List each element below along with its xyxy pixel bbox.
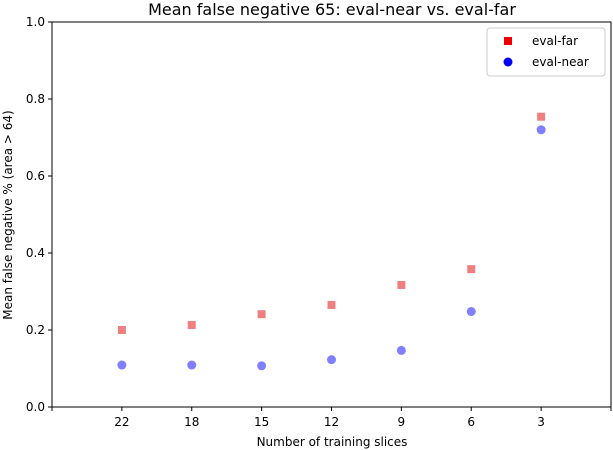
x-tick-label: 22 xyxy=(114,415,129,429)
point-eval-near xyxy=(536,125,546,135)
chart-title: Mean false negative 65: eval-near vs. ev… xyxy=(148,0,516,19)
point-eval-far xyxy=(537,112,546,121)
plot-frame xyxy=(51,21,612,408)
x-axis-label: Number of training slices xyxy=(257,435,408,449)
x-tick-label: 12 xyxy=(324,415,339,429)
point-eval-near xyxy=(117,360,127,370)
point-eval-near xyxy=(257,361,267,371)
point-eval-far xyxy=(187,320,196,329)
x-axis: 22 18 15 12 9 6 3 xyxy=(51,407,612,429)
x-tick-label: 9 xyxy=(398,415,406,429)
point-eval-near xyxy=(396,345,406,355)
legend-marker-eval-far xyxy=(504,37,512,45)
y-tick-label: 0.0 xyxy=(26,400,45,414)
point-eval-far xyxy=(467,265,476,274)
y-tick-label: 0.8 xyxy=(26,92,45,106)
y-tick-label: 0.6 xyxy=(26,169,45,183)
legend: eval-far eval-near xyxy=(486,27,606,77)
data-points xyxy=(117,112,546,371)
point-eval-near xyxy=(327,355,336,365)
x-tick-label: 15 xyxy=(254,415,269,429)
x-tick-label: 6 xyxy=(467,415,475,429)
y-axis: 0.0 0.2 0.4 0.6 0.8 1.0 xyxy=(26,15,52,414)
y-axis-label: Mean false negative % (area > 64) xyxy=(1,110,15,319)
point-eval-near xyxy=(466,307,476,317)
plot-area xyxy=(51,21,612,408)
x-tick-label: 3 xyxy=(537,415,545,429)
x-tick-label: 18 xyxy=(184,415,199,429)
point-eval-far xyxy=(327,300,336,309)
y-tick-label: 1.0 xyxy=(26,15,45,29)
legend-label-eval-far: eval-far xyxy=(532,34,578,48)
legend-marker-eval-near xyxy=(503,57,513,67)
y-tick-label: 0.4 xyxy=(26,246,45,260)
point-eval-near xyxy=(187,360,197,370)
legend-box xyxy=(486,27,606,77)
y-tick-label: 0.2 xyxy=(26,323,45,337)
legend-label-eval-near: eval-near xyxy=(532,55,589,69)
point-eval-far xyxy=(117,326,126,334)
point-eval-far xyxy=(257,310,266,319)
point-eval-far xyxy=(397,280,406,289)
